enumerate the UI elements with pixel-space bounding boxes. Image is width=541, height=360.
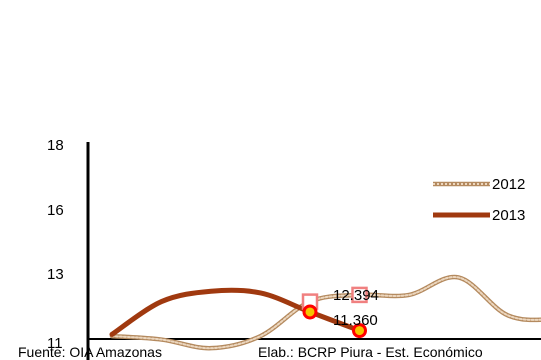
series-2012-line-texture [111, 276, 541, 350]
data-label: 12.394 [333, 287, 379, 304]
y-tick-label: 18 [47, 137, 64, 154]
legend-label-2012: 2012 [492, 176, 525, 193]
source-note: Fuente: OIA Amazonas [18, 344, 162, 360]
y-tick-label: 16 [47, 202, 64, 219]
markers [301, 286, 368, 339]
legend: 2012 2013 [433, 176, 525, 224]
series-2012 [109, 274, 541, 351]
marker-2013 [302, 304, 318, 320]
marker-2012 [351, 286, 368, 304]
y-tick-label: 13 [47, 266, 64, 283]
data-label: 11.360 [333, 312, 378, 329]
marker-2013 [352, 323, 367, 339]
credit-note: Elab.: BCRP Piura - Est. Económico [258, 344, 483, 360]
legend-label-2013: 2013 [492, 207, 525, 224]
y-tick-label: 11 [47, 335, 63, 352]
